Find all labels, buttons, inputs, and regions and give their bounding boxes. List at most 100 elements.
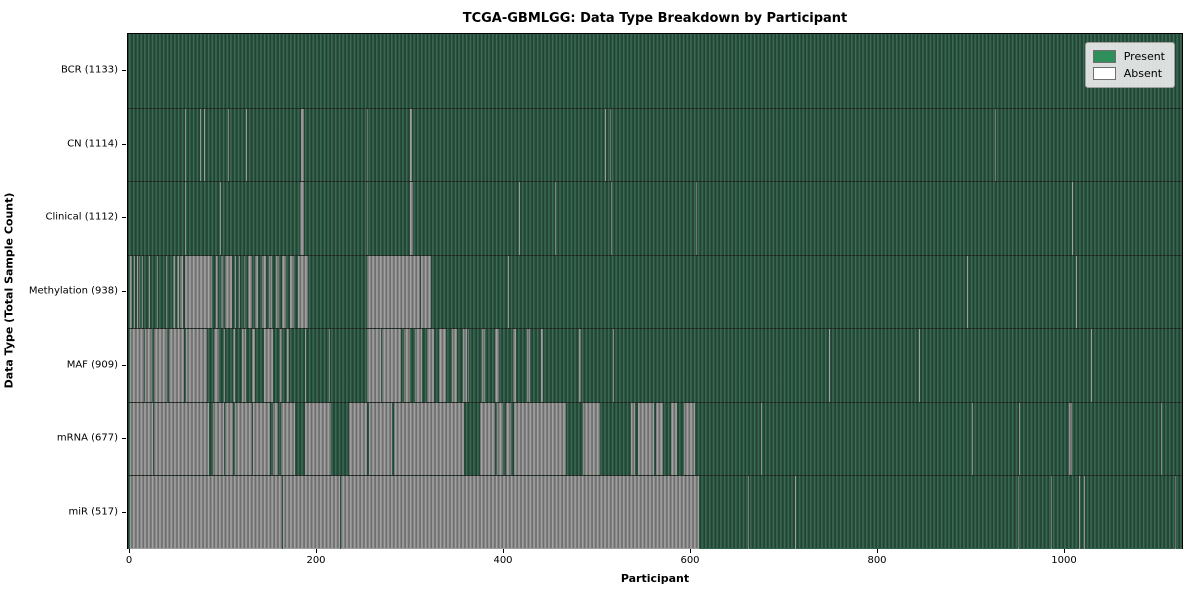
- absent-segment: [1018, 476, 1020, 550]
- absent-segment: [415, 329, 422, 402]
- y-tick-label: miR (517): [68, 506, 118, 518]
- x-tick-mark: [690, 549, 691, 553]
- absent-segment: [242, 329, 246, 402]
- absent-segment: [252, 329, 256, 402]
- absent-segment: [200, 108, 202, 182]
- absent-segment: [186, 329, 207, 402]
- absent-segment: [148, 255, 150, 329]
- absent-segment: [1068, 402, 1072, 476]
- y-tick-label: CN (1114): [67, 138, 118, 150]
- y-tick-mark: [122, 364, 126, 366]
- absent-segment: [239, 255, 241, 329]
- absent-segment: [683, 402, 695, 476]
- legend-label-absent: Absent: [1123, 67, 1163, 80]
- absent-segment: [304, 329, 306, 402]
- absent-segment: [301, 108, 304, 182]
- y-tick-mark: [122, 291, 126, 292]
- absent-segment: [234, 402, 252, 476]
- absent-segment: [367, 182, 369, 255]
- absent-segment: [518, 182, 520, 255]
- absent-segment: [154, 329, 168, 402]
- absent-segment: [637, 402, 654, 476]
- absent-segment: [130, 402, 154, 476]
- absent-segment: [228, 108, 230, 182]
- absent-segment: [438, 329, 447, 402]
- absent-segment: [631, 402, 635, 476]
- absent-segment: [225, 402, 233, 476]
- absent-segment: [185, 182, 187, 255]
- y-tick-label: mRNA (677): [56, 432, 118, 444]
- x-tick-mark: [503, 549, 504, 553]
- absent-segment: [514, 402, 566, 476]
- absent-segment: [1175, 476, 1177, 550]
- absent-segment: [610, 182, 612, 255]
- x-tick-label: 200: [306, 555, 326, 566]
- row-CN: [128, 107, 1182, 182]
- absent-segment: [582, 402, 601, 476]
- y-tick-label: BCR (1133): [60, 64, 118, 76]
- absent-segment: [220, 255, 223, 329]
- absent-segment: [234, 255, 236, 329]
- x-tick-mark: [129, 549, 130, 553]
- absent-segment: [369, 402, 392, 476]
- absent-segment: [367, 329, 381, 402]
- absent-segment: [971, 402, 973, 476]
- x-tick-mark: [316, 549, 317, 553]
- absent-segment: [232, 329, 235, 402]
- x-tick-label: 800: [867, 555, 887, 566]
- absent-segment: [261, 255, 266, 329]
- absent-segment: [695, 182, 697, 255]
- absent-segment: [298, 255, 308, 329]
- y-tick-mark: [122, 217, 126, 219]
- absent-segment: [393, 402, 464, 476]
- absent-segment: [273, 402, 278, 476]
- y-tick-label: MAF (909): [66, 359, 118, 371]
- absent-segment: [136, 255, 138, 329]
- absent-segment: [214, 329, 219, 402]
- row-BCR: [128, 34, 1182, 108]
- absent-segment: [253, 402, 271, 476]
- absent-segment: [280, 402, 295, 476]
- row-MAF: [128, 328, 1182, 402]
- absent-segment: [1161, 402, 1163, 476]
- absent-segment: [609, 108, 611, 182]
- absent-segment: [1083, 476, 1085, 550]
- absent-segment: [223, 329, 226, 402]
- absent-segment: [289, 255, 294, 329]
- absent-segment: [578, 329, 581, 402]
- absent-swatch: [1092, 67, 1116, 80]
- absent-segment: [130, 476, 283, 550]
- absent-segment: [329, 329, 331, 402]
- absent-segment: [245, 108, 247, 182]
- absent-segment: [481, 329, 486, 402]
- absent-segment: [300, 182, 304, 255]
- absent-segment: [1019, 402, 1021, 476]
- absent-segment: [283, 476, 341, 550]
- absent-segment: [139, 255, 141, 329]
- y-tick-mark: [122, 512, 126, 514]
- row-Clinical: [128, 181, 1182, 255]
- absent-segment: [275, 255, 279, 329]
- absent-segment: [157, 255, 159, 329]
- absent-segment: [382, 329, 402, 402]
- absent-segment: [225, 255, 232, 329]
- absent-segment: [185, 255, 213, 329]
- row-mRNA: [128, 401, 1182, 476]
- absent-segment: [1071, 182, 1073, 255]
- absent-segment: [169, 329, 185, 402]
- row-miR: [128, 475, 1182, 550]
- absent-segment: [279, 329, 283, 402]
- legend-label-present: Present: [1123, 50, 1165, 63]
- absent-segment: [966, 255, 968, 329]
- x-axis-label: Participant: [620, 572, 690, 585]
- absent-segment: [130, 329, 145, 402]
- absent-segment: [671, 402, 677, 476]
- y-tick-mark: [122, 438, 126, 440]
- absent-segment: [507, 255, 509, 329]
- absent-segment: [505, 402, 512, 476]
- absent-segment: [613, 329, 615, 402]
- absent-segment: [244, 255, 245, 329]
- absent-segment: [185, 108, 187, 182]
- absent-segment: [263, 329, 274, 402]
